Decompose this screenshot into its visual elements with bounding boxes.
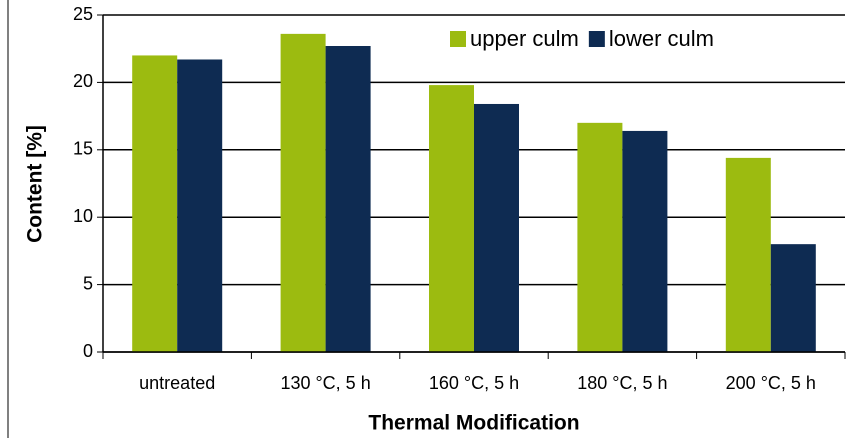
y-axis-title: Content [%]	[24, 125, 47, 243]
y-tick-label: 20	[73, 71, 93, 91]
bar	[132, 55, 178, 352]
y-tick-label: 25	[73, 4, 93, 24]
bar	[177, 59, 223, 352]
bar	[280, 33, 326, 352]
y-tick-label: 15	[73, 139, 93, 159]
y-tick-label: 0	[83, 341, 93, 361]
legend-label: lower culm	[609, 26, 714, 51]
y-tick-label: 5	[83, 273, 93, 293]
bar	[325, 46, 371, 353]
bar	[474, 103, 519, 352]
legend-swatch	[588, 31, 605, 47]
x-tick-label: untreated	[139, 373, 215, 393]
bar	[770, 244, 816, 352]
x-tick-label: 160 °C, 5 h	[429, 373, 519, 393]
x-tick-label: 180 °C, 5 h	[577, 373, 667, 393]
bar	[429, 85, 474, 352]
y-tick-label: 10	[73, 206, 93, 226]
bar	[725, 157, 771, 352]
x-tick-label: 130 °C, 5 h	[280, 373, 370, 393]
bar	[622, 130, 668, 352]
bar	[577, 122, 623, 352]
legend-label: upper culm	[470, 26, 579, 51]
x-tick-label: 200 °C, 5 h	[726, 373, 816, 393]
legend-swatch	[450, 31, 466, 47]
x-axis-title: Thermal Modification	[368, 412, 579, 435]
